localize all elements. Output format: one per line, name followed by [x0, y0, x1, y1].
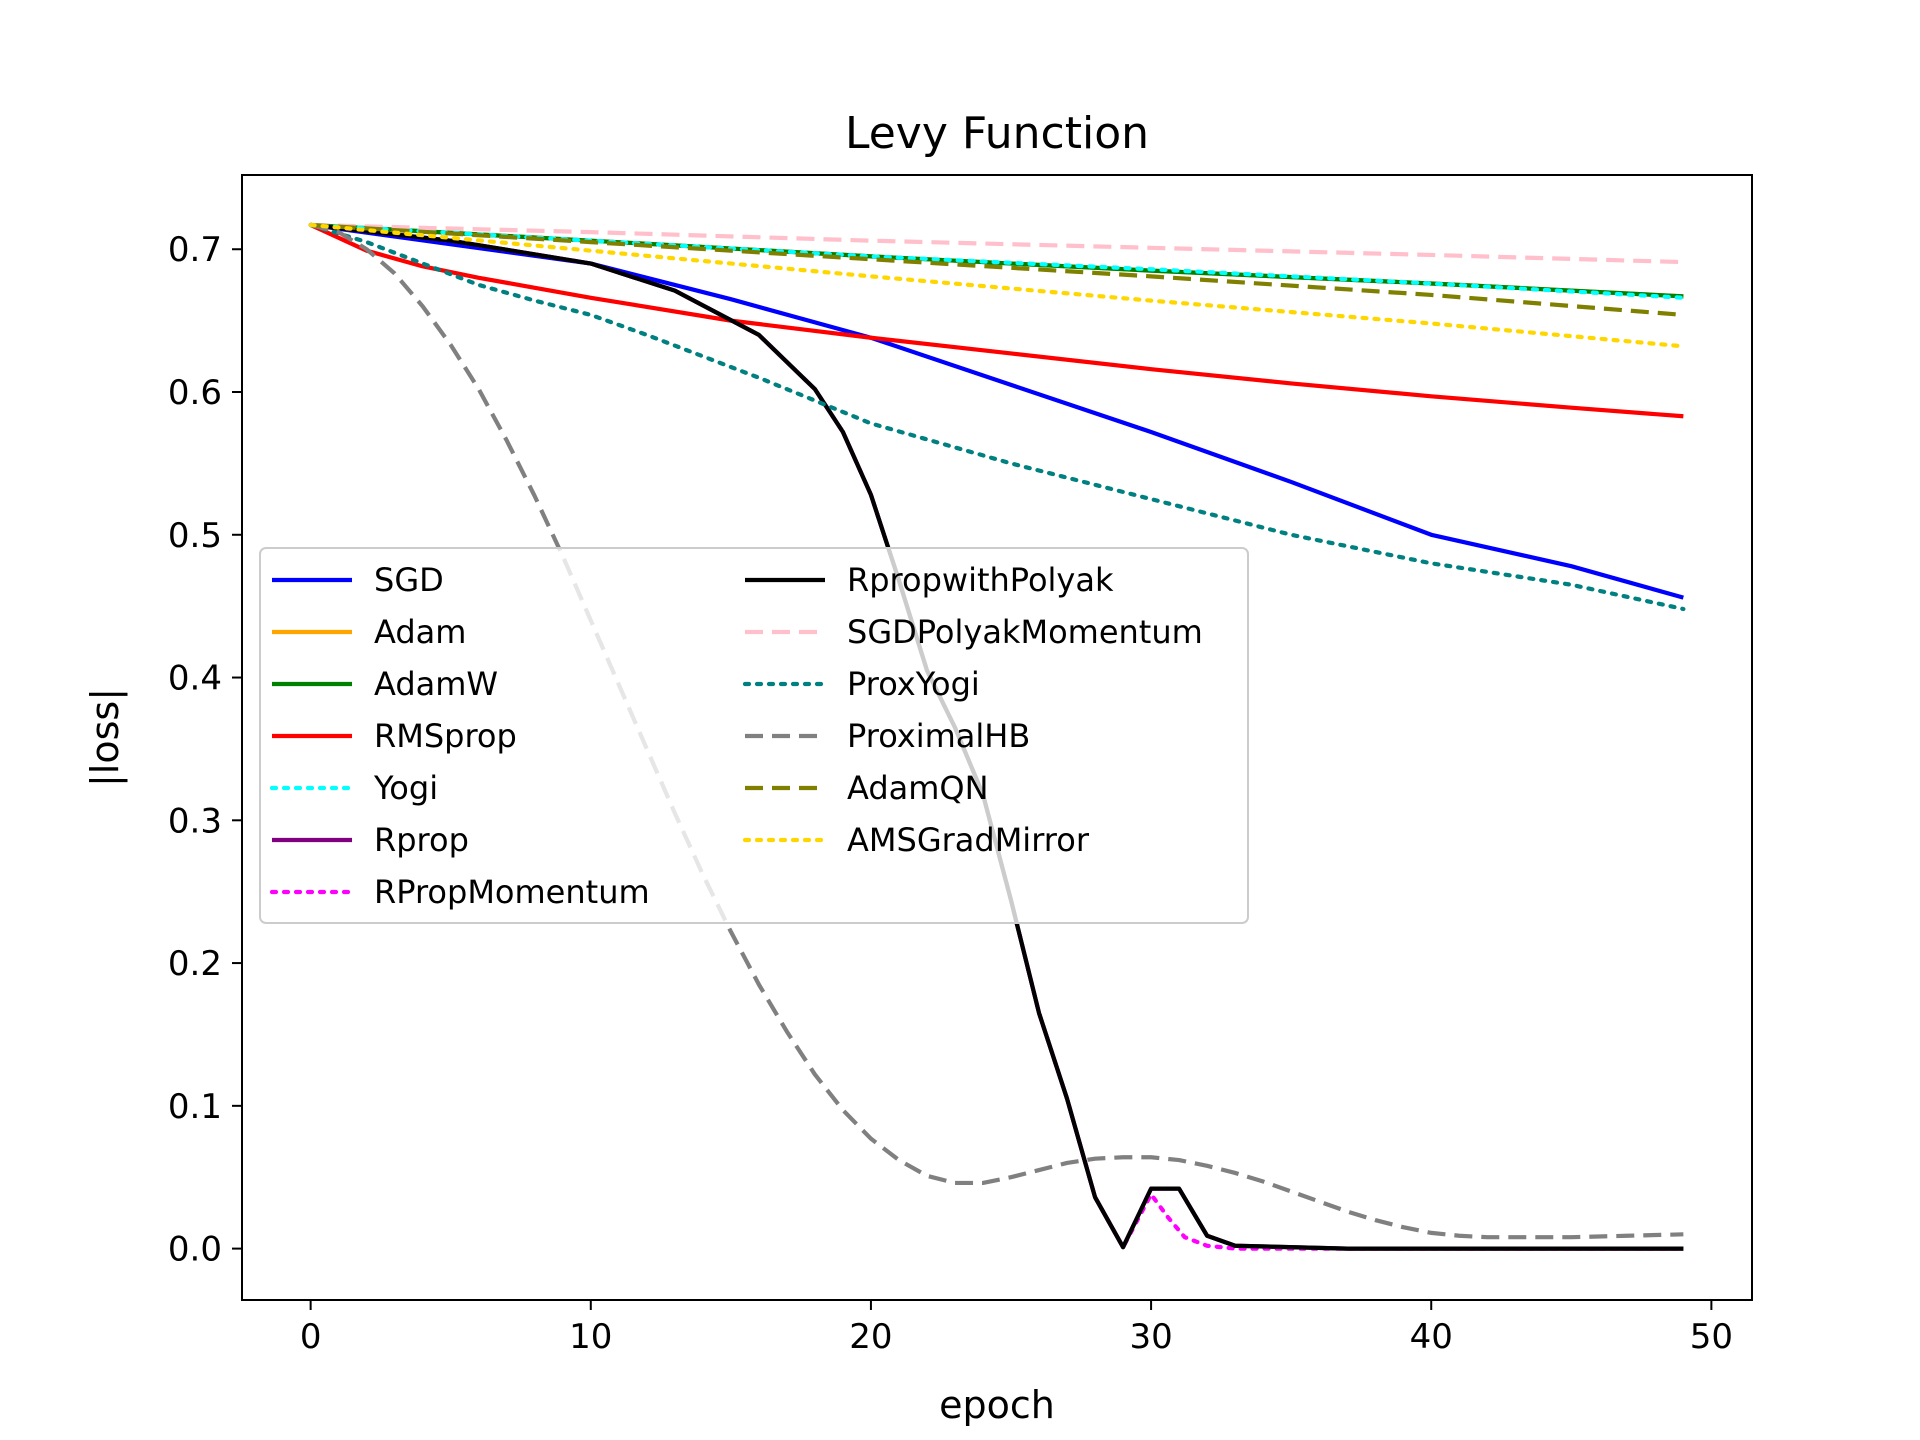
y-tick-label: 0.7: [168, 230, 222, 270]
legend-label-rmsprop: RMSprop: [374, 717, 517, 755]
series-line-adamqn: [310, 222, 1684, 318]
x-tick-label: 0: [300, 1317, 322, 1357]
x-tick-label: 10: [569, 1317, 612, 1357]
x-tick-label: 50: [1690, 1317, 1733, 1357]
y-tick-label: 0.2: [168, 944, 222, 984]
legend-label-yogi: Yogi: [373, 769, 438, 807]
legend-label-amsgradmirror: AMSGradMirror: [847, 821, 1090, 859]
legend-label-sgd: SGD: [374, 561, 444, 599]
plot-frame: [241, 174, 1753, 1301]
y-tick-label: 0.6: [168, 373, 222, 413]
legend-label-adamw: AdamW: [374, 665, 498, 703]
x-tick-label: 40: [1410, 1317, 1453, 1357]
y-tick-label: 0.0: [168, 1230, 222, 1270]
series-line-sgdpolyakmomentum: [310, 222, 1684, 265]
x-tick-label: 30: [1129, 1317, 1172, 1357]
y-tick-label: 0.3: [168, 801, 222, 841]
legend: SGD Adam AdamW RMSprop Yogi Rprop RPropMomentu…: [259, 547, 1249, 924]
y-tick-label: 0.5: [168, 516, 222, 556]
legend-label-rprop: Rprop: [374, 821, 469, 859]
x-axis-ticks: 0 10 20 30 40 50: [300, 1300, 1733, 1357]
y-axis-label: |loss|: [83, 688, 128, 787]
series-line-proxyogi: [308, 222, 1686, 612]
legend-label-sgdpolyakmomentum: SGDPolyakMomentum: [847, 613, 1203, 651]
legend-label-proximalhb: ProximalHB: [847, 717, 1030, 755]
series-line-sgd: [310, 222, 1684, 600]
chart-title: Levy Function: [845, 108, 1149, 159]
y-axis-ticks: 0.0 0.1 0.2 0.3 0.4 0.5 0.6 0.7: [168, 230, 242, 1270]
x-tick-label: 20: [849, 1317, 892, 1357]
x-axis-label: epoch: [939, 1383, 1055, 1427]
legend-label-rpropwithpolyak: RpropwithPolyak: [847, 561, 1114, 599]
series-line-proximalhb: [310, 222, 1684, 1240]
y-tick-label: 0.1: [168, 1087, 222, 1127]
legend-label-adamqn: AdamQN: [847, 769, 989, 807]
series-line-amsgradmirror: [308, 222, 1686, 349]
legend-label-rpropmomentum: RPropMomentum: [374, 873, 650, 911]
legend-label-proxyogi: ProxYogi: [847, 665, 980, 703]
y-tick-label: 0.4: [168, 659, 222, 699]
legend-label-adam: Adam: [374, 613, 466, 651]
